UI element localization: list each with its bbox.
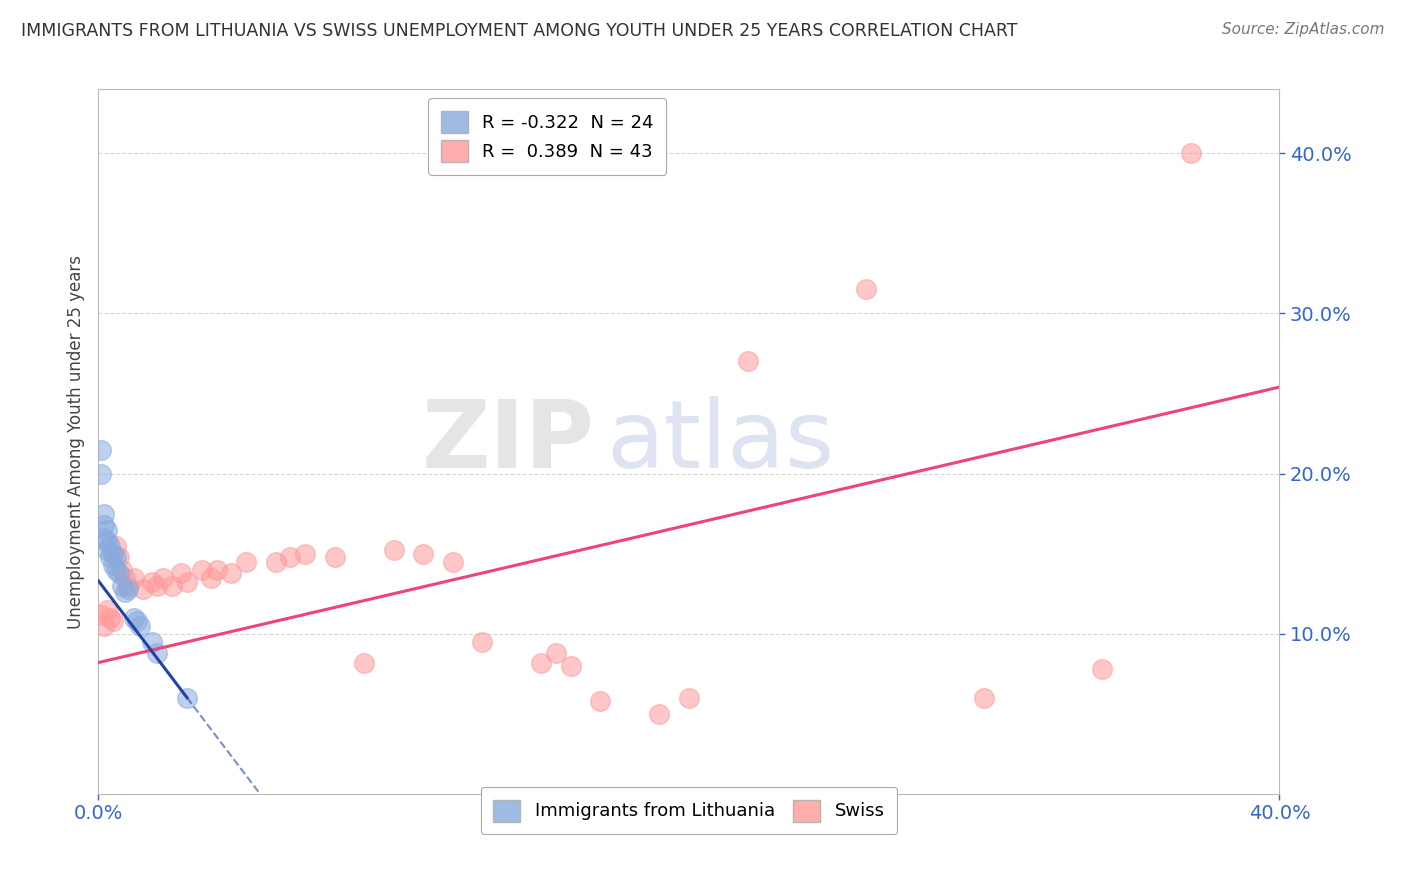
Immigrants from Lithuania	[96, 533, 118, 548]
Text: ZIP: ZIP	[422, 395, 595, 488]
Immigrants from Lithuania	[105, 549, 128, 564]
Swiss	[973, 690, 995, 705]
Swiss	[96, 603, 118, 617]
Immigrants from Lithuania	[90, 467, 112, 481]
Immigrants from Lithuania	[98, 539, 121, 553]
Swiss	[221, 566, 243, 580]
Swiss	[264, 555, 287, 569]
Swiss	[560, 658, 582, 673]
Immigrants from Lithuania	[103, 558, 125, 572]
Immigrants from Lithuania	[176, 690, 198, 705]
Y-axis label: Unemployment Among Youth under 25 years: Unemployment Among Youth under 25 years	[66, 254, 84, 629]
Immigrants from Lithuania	[90, 442, 112, 457]
Immigrants from Lithuania	[114, 585, 136, 599]
Swiss	[105, 539, 128, 553]
Swiss	[103, 614, 125, 628]
Swiss	[205, 563, 228, 577]
Swiss	[152, 571, 174, 585]
Immigrants from Lithuania	[117, 582, 139, 596]
Swiss	[141, 575, 163, 590]
Swiss	[1091, 662, 1114, 676]
Swiss	[93, 618, 115, 632]
Swiss	[294, 547, 316, 561]
Immigrants from Lithuania	[93, 517, 115, 532]
Swiss	[678, 690, 700, 705]
Text: IMMIGRANTS FROM LITHUANIA VS SWISS UNEMPLOYMENT AMONG YOUTH UNDER 25 YEARS CORRE: IMMIGRANTS FROM LITHUANIA VS SWISS UNEMP…	[21, 22, 1018, 40]
Immigrants from Lithuania	[93, 507, 115, 521]
Immigrants from Lithuania	[125, 614, 148, 628]
Immigrants from Lithuania	[103, 547, 125, 561]
Immigrants from Lithuania	[128, 618, 150, 632]
Swiss	[122, 571, 145, 585]
Immigrants from Lithuania	[98, 549, 121, 564]
Swiss	[108, 549, 131, 564]
Swiss	[146, 579, 169, 593]
Text: Source: ZipAtlas.com: Source: ZipAtlas.com	[1222, 22, 1385, 37]
Immigrants from Lithuania	[96, 543, 118, 558]
Immigrants from Lithuania	[105, 563, 128, 577]
Swiss	[353, 656, 375, 670]
Swiss	[235, 555, 257, 569]
Swiss	[90, 607, 112, 622]
Swiss	[200, 571, 222, 585]
Swiss	[546, 646, 568, 660]
Text: atlas: atlas	[606, 395, 835, 488]
Swiss	[114, 571, 136, 585]
Swiss	[382, 543, 405, 558]
Swiss	[280, 549, 302, 564]
Swiss	[170, 566, 193, 580]
Swiss	[117, 579, 139, 593]
Swiss	[111, 563, 134, 577]
Immigrants from Lithuania	[122, 610, 145, 624]
Immigrants from Lithuania	[141, 634, 163, 648]
Swiss	[589, 694, 612, 708]
Swiss	[176, 575, 198, 590]
Swiss	[191, 563, 214, 577]
Swiss	[737, 354, 759, 368]
Swiss	[855, 282, 877, 296]
Swiss	[530, 656, 553, 670]
Swiss	[441, 555, 464, 569]
Immigrants from Lithuania	[146, 646, 169, 660]
Immigrants from Lithuania	[111, 579, 134, 593]
Immigrants from Lithuania	[108, 566, 131, 580]
Swiss	[162, 579, 183, 593]
Immigrants from Lithuania	[93, 531, 115, 545]
Swiss	[648, 706, 671, 721]
Legend: Immigrants from Lithuania, Swiss: Immigrants from Lithuania, Swiss	[481, 787, 897, 834]
Swiss	[323, 549, 346, 564]
Swiss	[98, 610, 121, 624]
Swiss	[471, 634, 494, 648]
Swiss	[412, 547, 434, 561]
Swiss	[132, 582, 155, 596]
Immigrants from Lithuania	[96, 523, 118, 537]
Swiss	[1180, 146, 1202, 161]
